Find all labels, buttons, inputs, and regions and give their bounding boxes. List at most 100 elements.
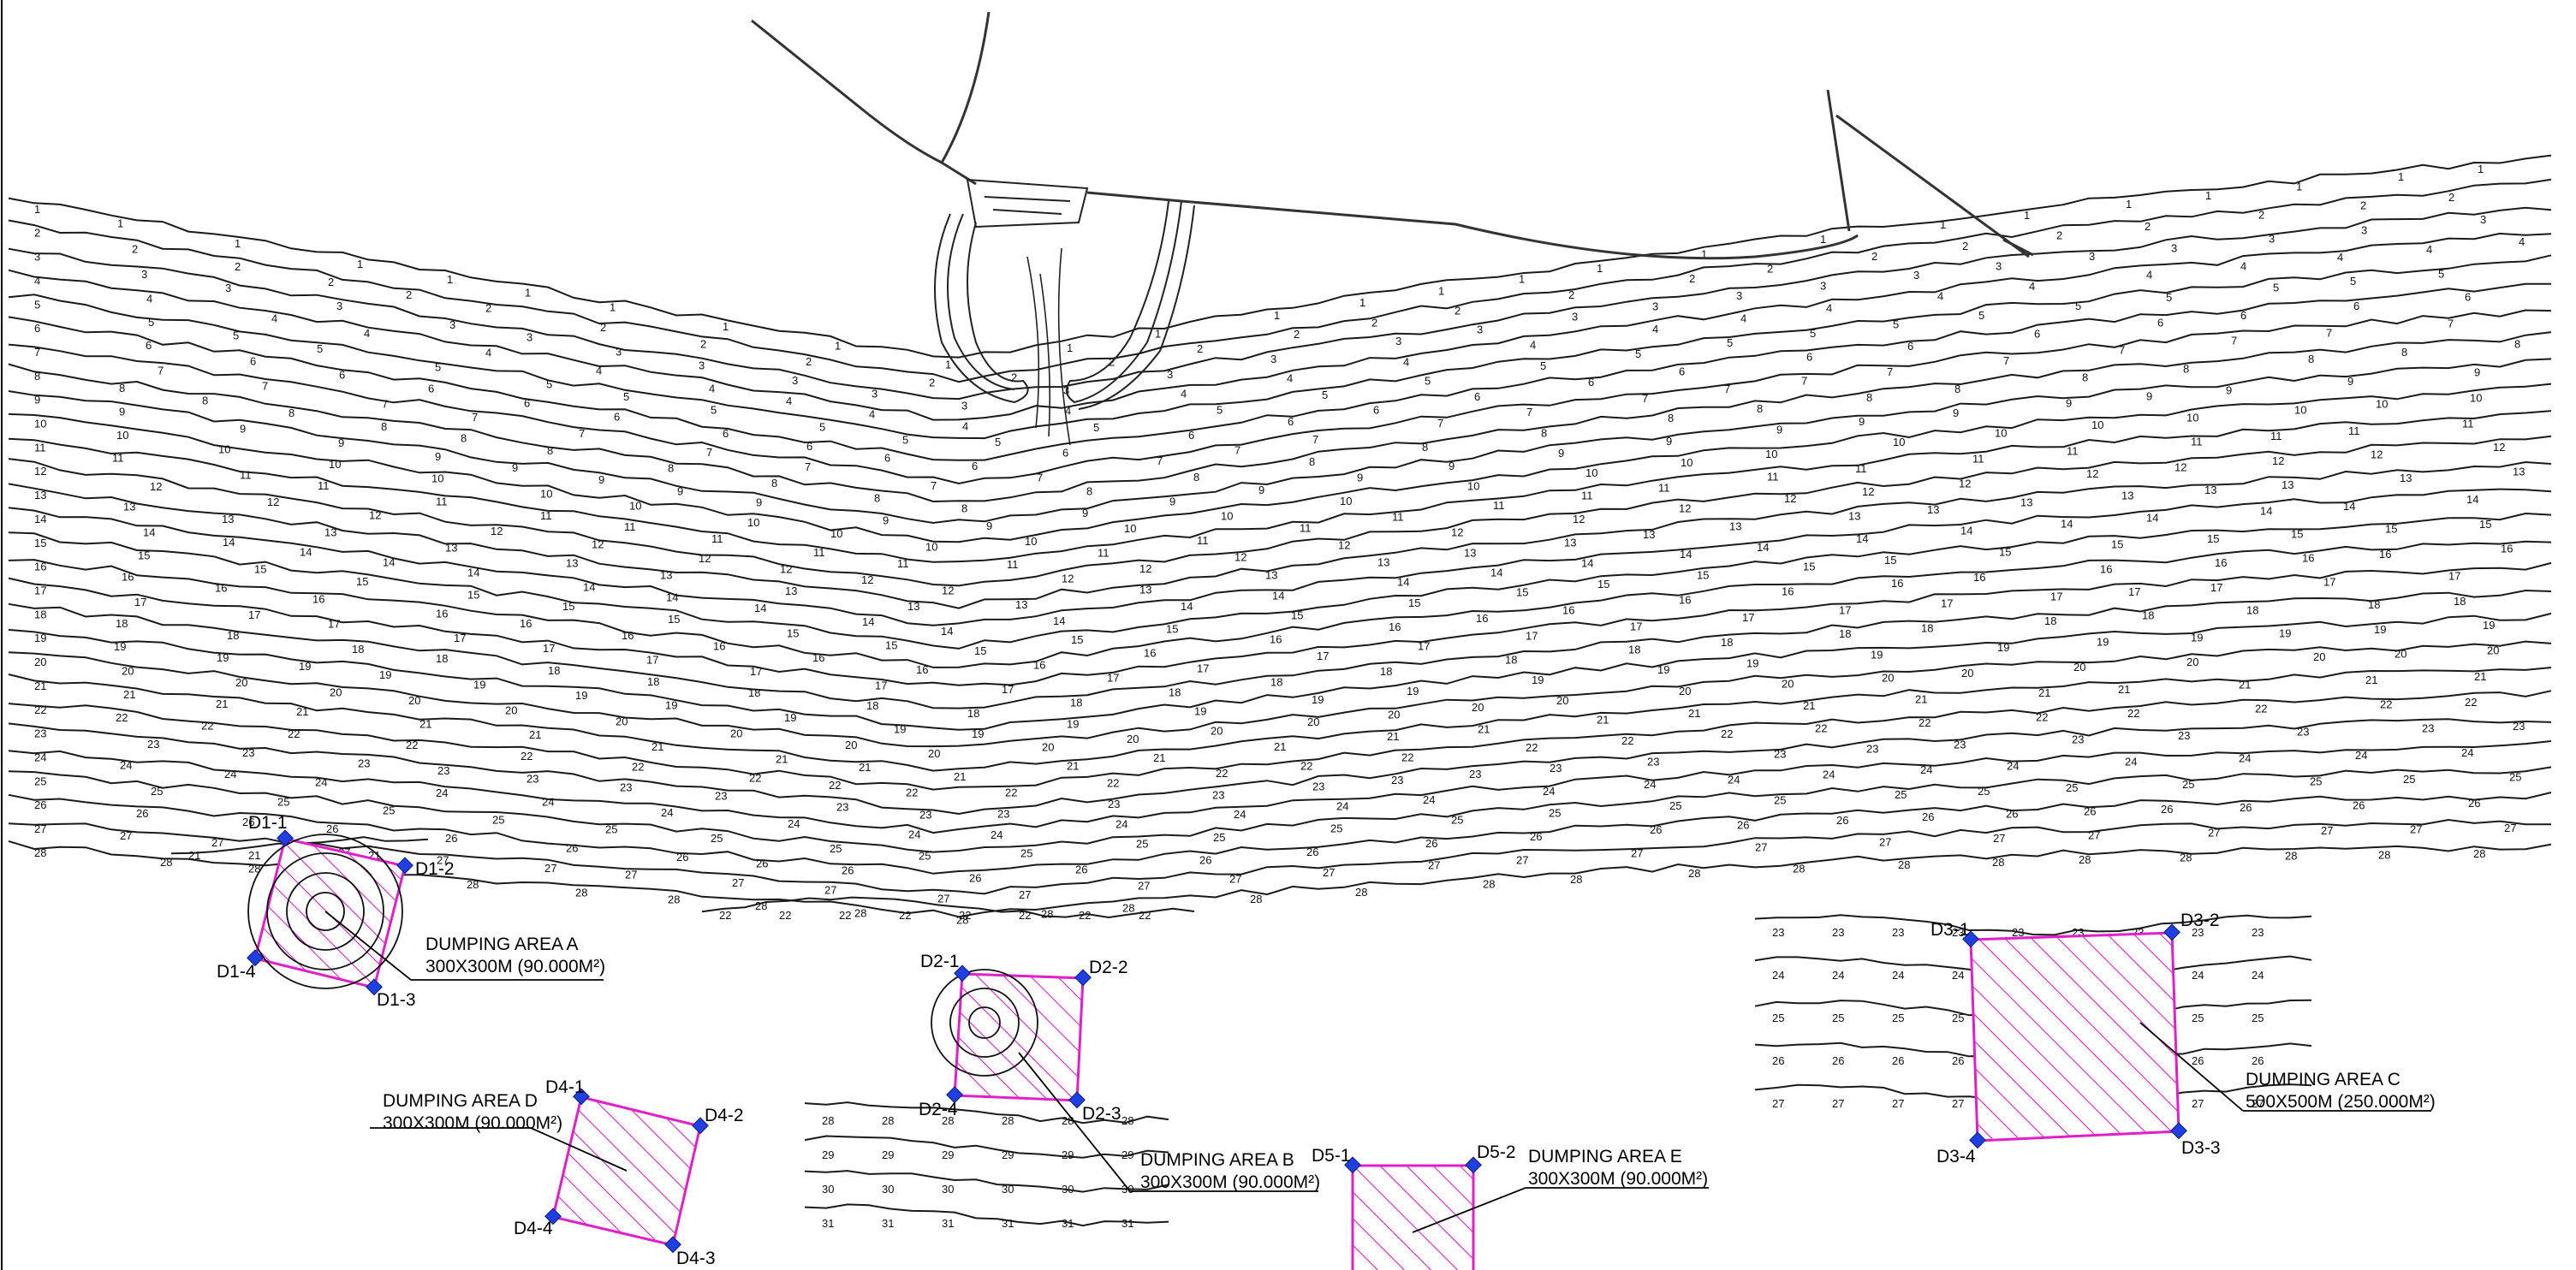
depth-sounding: 20 — [505, 703, 517, 716]
depth-sounding: 26 — [1922, 810, 1934, 823]
depth-sounding: 21 — [1478, 722, 1490, 735]
depth-sounding: 26 — [1832, 1054, 1844, 1067]
depth-sounding: 22 — [34, 703, 46, 716]
depth-sounding: 12 — [1451, 525, 1463, 538]
depth-sounding: 28 — [822, 1114, 834, 1127]
depth-sounding: 25 — [2310, 774, 2322, 787]
depth-sounding: 13 — [123, 500, 135, 513]
depth-sounding: 22 — [2036, 710, 2048, 723]
depth-sounding: 16 — [2215, 556, 2227, 569]
depth-sounding: 9 — [677, 484, 683, 497]
depth-sounding: 2 — [2360, 199, 2366, 211]
depth-sounding: 5 — [2438, 267, 2444, 280]
depth-sounding: 18 — [1721, 636, 1733, 649]
depth-sounding: 19 — [784, 711, 796, 724]
depth-sounding: 24 — [788, 817, 800, 830]
depth-sounding: 27 — [1755, 841, 1767, 854]
depth-sounding: 12 — [2174, 461, 2186, 474]
depth-sounding: 24 — [436, 786, 448, 799]
depth-sounding: 24 — [2252, 969, 2264, 982]
depth-sounding: 15 — [1999, 545, 2011, 558]
depth-sounding: 7 — [931, 479, 937, 492]
depth-sounding: 10 — [830, 527, 842, 540]
depth-sounding: 27 — [625, 868, 637, 881]
depth-sounding: 22 — [829, 779, 841, 792]
depth-sounding: 11 — [2462, 418, 2474, 430]
depth-sounding: 26 — [445, 832, 457, 845]
depth-sounding: 22 — [959, 909, 971, 922]
depth-sounding: 22 — [1401, 751, 1413, 763]
depth-sounding: 3 — [1270, 353, 1276, 365]
depth-sounding: 4 — [2337, 251, 2343, 264]
depth-sounding: 16 — [1679, 593, 1691, 606]
depth-sounding: 10 — [2470, 391, 2482, 404]
depth-sounding: 20 — [2186, 656, 2198, 668]
depth-sounding: 7 — [1724, 383, 1730, 395]
depth-sounding: 25 — [2509, 771, 2521, 784]
depth-sounding: 28 — [467, 878, 479, 891]
depth-sounding: 26 — [2240, 801, 2252, 814]
depth-sounding: 30 — [1002, 1183, 1014, 1196]
depth-sounding: 24 — [1772, 969, 1784, 982]
depth-sounding: 16 — [1891, 577, 1903, 590]
depth-sounding: 7 — [805, 460, 811, 473]
depth-sounding: 16 — [520, 617, 532, 630]
depth-sounding: 9 — [986, 519, 992, 532]
depth-sounding: 10 — [925, 541, 937, 554]
depth-sounding: 13 — [1729, 520, 1741, 533]
depth-sounding: 3 — [1477, 323, 1483, 336]
depth-sounding: 25 — [1832, 1012, 1844, 1024]
depth-sounding: 26 — [676, 851, 688, 863]
depth-sounding: 6 — [614, 411, 620, 424]
depth-sounding: 23 — [1774, 747, 1786, 760]
depth-sounding: 4 — [786, 395, 792, 407]
depth-sounding: 26 — [842, 864, 854, 877]
depth-sounding: 17 — [34, 585, 46, 597]
depth-sounding: 11 — [34, 441, 46, 454]
depth-sounding: 14 — [754, 602, 766, 614]
depth-sounding: 7 — [1037, 471, 1043, 484]
depth-sounding: 18 — [2142, 609, 2154, 622]
depth-sounding: 1 — [447, 273, 453, 286]
depth-sounding: 20 — [616, 715, 628, 728]
depth-sounding: 3 — [449, 318, 455, 331]
corner-label-d4-3: D4-3 — [676, 1249, 716, 1268]
depth-sounding: 2 — [1371, 316, 1377, 329]
depth-sounding: 10 — [1893, 436, 1905, 448]
depth-sounding: 14 — [2466, 493, 2478, 506]
depth-sounding: 26 — [1772, 1054, 1784, 1067]
depth-sounding: 26 — [1892, 1054, 1904, 1067]
depth-sounding: 17 — [1526, 629, 1538, 642]
depth-sounding: 2 — [929, 376, 935, 389]
depth-sounding: 6 — [1062, 447, 1068, 460]
depth-sounding: 7 — [34, 346, 40, 359]
depth-sounding: 1 — [2024, 209, 2030, 222]
depth-sounding: 17 — [1317, 650, 1329, 662]
depth-sounding: 27 — [1832, 1097, 1844, 1110]
depth-sounding: 3 — [1167, 368, 1173, 381]
depth-sounding: 14 — [300, 545, 312, 558]
depth-sounding: 25 — [1020, 847, 1032, 860]
depth-sounding: 15 — [1516, 585, 1528, 598]
depth-sounding: 25 — [1451, 813, 1463, 826]
depth-sounding: 7 — [2119, 344, 2125, 357]
dumping-area-d[interactable]: D4-1 D4-2 D4-3 D4-4 DUMPING AREA D 300X3… — [370, 1077, 744, 1268]
depth-sounding: 1 — [1940, 218, 1946, 231]
depth-sounding: 27 — [1892, 1097, 1904, 1110]
depth-sounding: 25 — [1895, 788, 1907, 801]
depth-sounding: 25 — [2066, 781, 2078, 794]
dumping-area-e[interactable]: D5-1 D5-2 DUMPING AREA E 300X300M (90.00… — [1312, 1142, 1709, 1270]
depth-sounding: 14 — [1397, 576, 1409, 589]
depth-sounding: 21 — [1387, 730, 1399, 743]
area-title-e: DUMPING AREA E — [1528, 1147, 1682, 1166]
dumping-area-c[interactable]: D3-1 D3-2 D3-3 D3-4 DUMPING AREA C 500X5… — [1931, 911, 2436, 1166]
depth-sounding: 15 — [34, 537, 46, 549]
depth-sounding: 5 — [1217, 403, 1223, 416]
depth-sounding: 27 — [1993, 832, 2005, 845]
depth-sounding: 9 — [2146, 390, 2152, 403]
depth-sounding: 27 — [2208, 827, 2220, 840]
depth-sounding: 15 — [974, 644, 986, 657]
depth-sounding: 8 — [1193, 471, 1199, 484]
corner-label-d4-1: D4-1 — [545, 1077, 585, 1097]
depth-sounding: 24 — [1728, 773, 1740, 786]
